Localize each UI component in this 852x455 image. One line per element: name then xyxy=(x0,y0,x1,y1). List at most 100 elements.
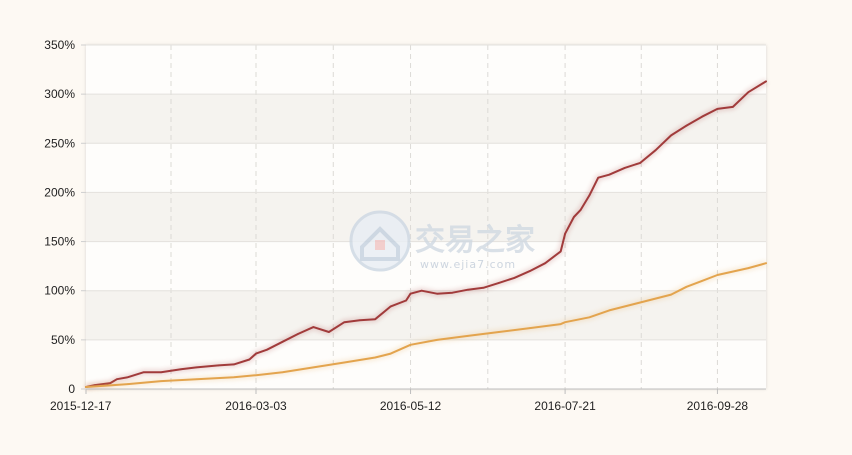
series-line-fund xyxy=(85,80,767,388)
data-point-fund xyxy=(127,376,129,379)
data-point-fund xyxy=(116,378,118,380)
x-tick-label: 2016-05-12 xyxy=(380,399,442,413)
data-point-benchmark xyxy=(409,343,412,346)
data-point-fund xyxy=(312,326,315,328)
data-point-benchmark xyxy=(559,323,562,325)
data-point-benchmark xyxy=(498,331,500,333)
y-tick-label: 100% xyxy=(44,284,75,298)
y-tick-label: 300% xyxy=(44,87,75,101)
data-point-fund xyxy=(255,352,257,355)
data-point-fund xyxy=(573,216,575,218)
x-tick-label: 2015-12-17 xyxy=(50,399,112,413)
data-point-fund xyxy=(248,358,251,361)
y-tick-label: 150% xyxy=(44,235,75,249)
data-point-benchmark xyxy=(685,285,688,288)
watermark-brand: 交易之家 xyxy=(415,223,535,258)
data-point-fund xyxy=(513,277,516,279)
series-group xyxy=(85,78,768,390)
data-point-benchmark xyxy=(564,321,566,323)
data-point-fund xyxy=(297,333,299,335)
y-axis-ticks: 0 50% 100% 150% 200% 250% 300% 350% xyxy=(44,38,86,396)
x-tick-label: 2016-09-28 xyxy=(687,399,749,413)
data-point-fund xyxy=(747,91,750,93)
data-point-benchmark xyxy=(639,301,641,304)
y-tick-label: 50% xyxy=(51,333,75,347)
data-point-fund xyxy=(266,348,268,351)
data-point-fund xyxy=(343,321,346,323)
data-point-fund xyxy=(328,331,330,333)
data-point-fund xyxy=(623,167,626,169)
vertical-gridlines xyxy=(170,45,718,389)
data-point-fund xyxy=(579,209,582,211)
data-point-fund xyxy=(528,270,531,272)
data-point-fund xyxy=(281,341,284,343)
watermark: 交易之家 www.ejia7.com xyxy=(349,210,535,272)
data-point-fund xyxy=(639,162,641,164)
data-point-benchmark xyxy=(281,371,284,374)
data-point-benchmark xyxy=(233,376,235,379)
data-point-benchmark xyxy=(255,374,257,377)
data-point-fund xyxy=(160,371,162,374)
background-bands xyxy=(86,94,766,340)
x-axis-ticks: 2015-12-17 2016-03-03 2016-05-12 2016-07-21… xyxy=(50,389,748,413)
data-point-fund xyxy=(451,291,454,294)
data-point-benchmark xyxy=(528,327,531,329)
data-point-fund xyxy=(701,115,703,118)
data-point-benchmark xyxy=(716,274,719,276)
data-point-benchmark xyxy=(747,267,750,269)
data-point-benchmark xyxy=(85,386,87,388)
data-point-fund xyxy=(405,299,407,302)
background-band xyxy=(86,192,766,242)
data-point-benchmark xyxy=(127,383,129,385)
data-point-benchmark xyxy=(467,335,469,337)
data-point-benchmark xyxy=(195,378,198,380)
y-tick-label: 250% xyxy=(44,136,75,150)
data-point-fund xyxy=(217,364,220,367)
data-point-fund xyxy=(608,173,611,176)
x-tick-label: 2016-03-03 xyxy=(225,399,287,413)
data-point-fund xyxy=(685,124,688,127)
data-point-fund xyxy=(420,289,423,292)
data-point-fund xyxy=(436,292,438,295)
watermark-url: www.ejia7.com xyxy=(420,258,516,271)
data-point-benchmark xyxy=(312,366,315,369)
data-point-fund xyxy=(564,232,566,235)
y-tick-label: 350% xyxy=(44,38,75,52)
data-point-fund xyxy=(358,319,361,322)
data-point-benchmark xyxy=(670,293,672,296)
house-shield-icon xyxy=(349,210,411,272)
data-point-fund xyxy=(670,134,672,137)
data-point-fund xyxy=(195,366,198,369)
data-point-fund xyxy=(374,318,377,321)
data-point-fund xyxy=(544,262,547,264)
data-point-fund xyxy=(467,288,469,291)
y-tick-label: 0 xyxy=(68,382,75,396)
data-point-benchmark xyxy=(588,316,591,319)
data-point-benchmark xyxy=(160,380,162,382)
data-point-benchmark xyxy=(701,280,703,282)
data-point-fund xyxy=(180,368,182,371)
data-point-fund xyxy=(654,149,657,151)
data-point-fund xyxy=(142,371,145,374)
data-point-fund xyxy=(389,305,392,308)
data-point-fund xyxy=(409,292,412,295)
data-point-benchmark xyxy=(374,356,377,359)
data-point-benchmark xyxy=(343,361,346,364)
background-band xyxy=(86,94,766,144)
x-tick-label: 2016-07-21 xyxy=(534,399,596,413)
data-point-fund xyxy=(716,108,719,110)
data-point-benchmark xyxy=(389,352,392,355)
data-point-benchmark xyxy=(765,262,767,264)
y-tick-label: 200% xyxy=(44,185,75,199)
data-point-fund xyxy=(233,363,235,366)
data-point-benchmark xyxy=(608,309,611,312)
data-point-fund xyxy=(559,250,562,253)
data-point-fund xyxy=(498,282,500,284)
data-point-benchmark xyxy=(436,339,438,341)
data-point-fund xyxy=(482,286,485,289)
data-point-fund xyxy=(765,80,767,83)
data-point-fund xyxy=(732,106,734,108)
data-point-fund xyxy=(588,194,591,197)
